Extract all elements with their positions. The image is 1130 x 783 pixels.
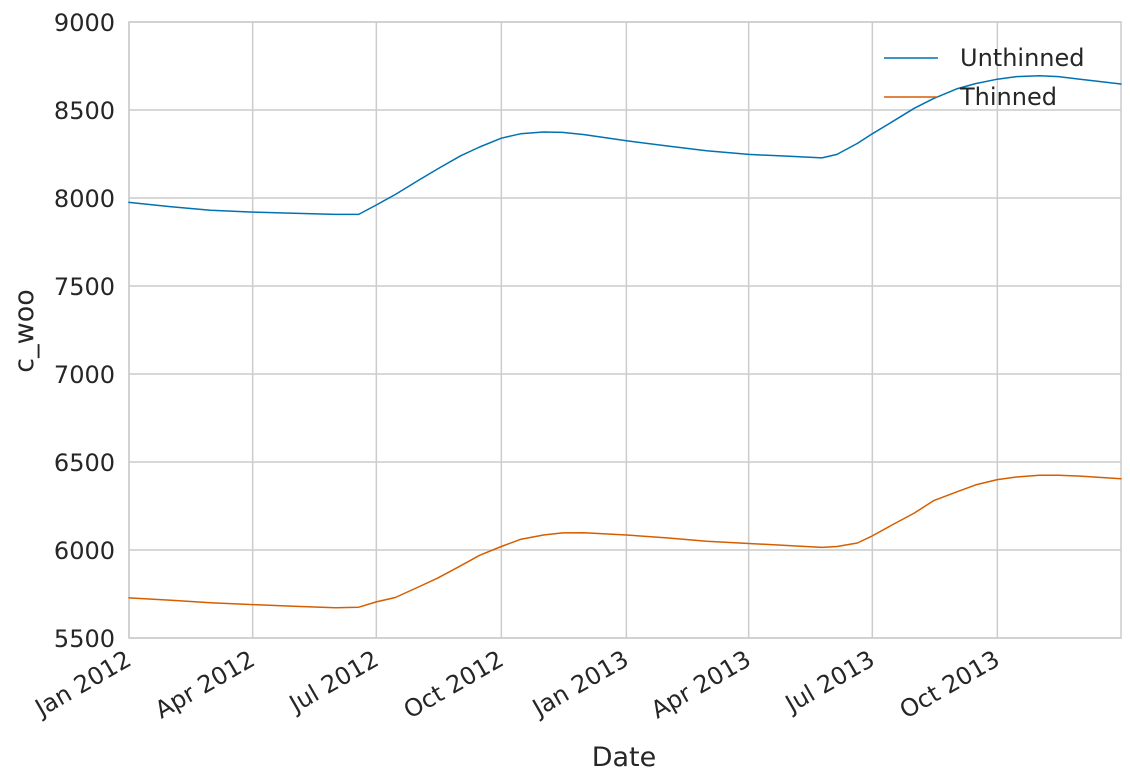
y-tick-labels: 5500 6000 6500 7000 7500 8000 8500 9000 — [54, 9, 115, 653]
x-tick-label: Jan 2013 — [526, 645, 633, 723]
plot-frame — [128, 21, 1122, 639]
y-tick-label: 8000 — [54, 185, 115, 213]
y-axis-label: c_woo — [9, 289, 40, 372]
x-tick-label: Oct 2012 — [399, 645, 508, 724]
x-tick-labels: Jan 2012 Apr 2012 Jul 2012 Oct 2012 Jan 2013… — [29, 645, 1005, 724]
y-tick-label: 7500 — [54, 273, 115, 301]
y-tick-label: 9000 — [54, 9, 115, 37]
x-tick-label: Apr 2013 — [646, 645, 755, 724]
x-tick-label: Apr 2012 — [150, 645, 259, 724]
series-group — [128, 74, 1122, 609]
y-tick-label: 7000 — [54, 361, 115, 389]
series-line-unthinned — [128, 74, 1122, 216]
x-tick-label: Oct 2013 — [895, 645, 1004, 724]
y-tick-label: 5500 — [54, 625, 115, 653]
x-tick-label: Jul 2013 — [779, 645, 879, 719]
grid — [128, 21, 1121, 639]
x-tick-label: Jul 2012 — [283, 645, 383, 719]
y-tick-label: 6000 — [54, 537, 115, 565]
y-tick-label: 6500 — [54, 449, 115, 477]
x-tick-label: Jan 2012 — [29, 645, 136, 723]
x-axis-label: Date — [592, 742, 657, 773]
legend: Unthinned Thinned — [884, 44, 1085, 111]
y-tick-label: 8500 — [54, 97, 115, 125]
legend-label-thinned: Thinned — [959, 83, 1057, 111]
series-line-thinned — [128, 474, 1122, 609]
legend-label-unthinned: Unthinned — [960, 44, 1085, 72]
